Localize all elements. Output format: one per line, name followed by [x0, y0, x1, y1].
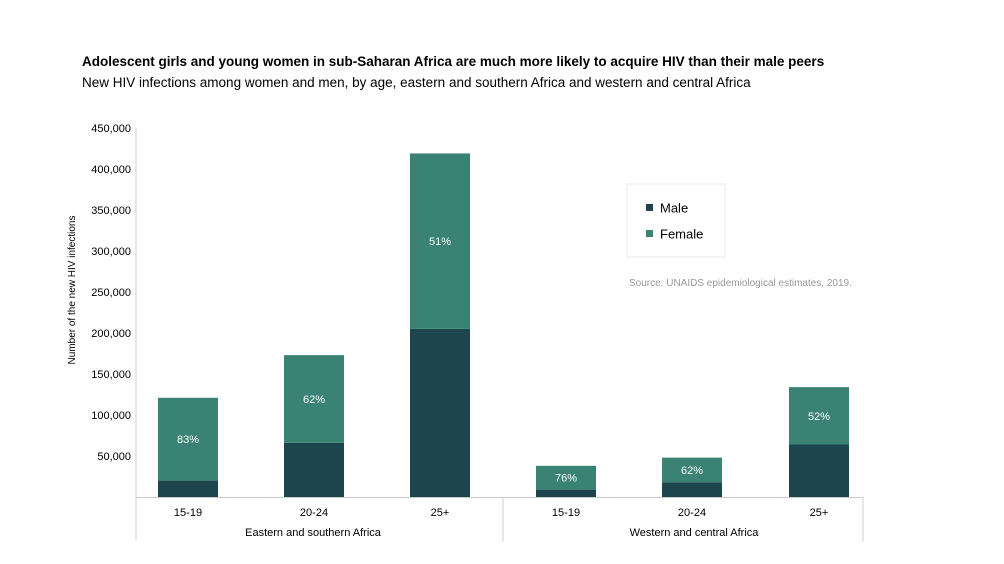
chart-title: Adolescent girls and young women in sub-…: [82, 54, 825, 69]
data-label: 62%: [303, 394, 325, 406]
y-tick-label: 100,000: [91, 410, 131, 422]
legend-swatch-female: [646, 230, 653, 237]
y-tick-label: 250,000: [91, 287, 131, 299]
data-label: 83%: [177, 434, 199, 446]
x-tick-label: 25+: [431, 507, 450, 519]
y-tick-label: 200,000: [91, 328, 131, 340]
bar-female: [158, 397, 218, 481]
y-tick-label: 400,000: [91, 164, 131, 176]
bar-female: [284, 355, 344, 443]
x-tick-label: 25+: [810, 507, 829, 519]
x-tick-label: 20-24: [678, 507, 706, 519]
bar-male: [410, 328, 470, 497]
x-tick-label: 15-19: [552, 507, 580, 519]
chart-subtitle: New HIV infections among women and men, …: [82, 75, 751, 90]
x-tick-label: 15-19: [174, 507, 202, 519]
bar-male: [158, 480, 218, 497]
y-tick-label: 50,000: [97, 451, 131, 463]
bar-male: [536, 489, 596, 497]
y-tick-label: 350,000: [91, 205, 131, 217]
bar-male: [662, 482, 722, 497]
bar-female: [410, 153, 470, 329]
group-label: Western and central Africa: [630, 527, 760, 539]
y-tick-label: 450,000: [91, 123, 131, 135]
legend-swatch-male: [646, 204, 653, 211]
y-axis-title: Number of the new HIV infections: [67, 216, 78, 365]
legend: Male Female: [626, 183, 726, 258]
source-note: Source: UNAIDS epidemiological estimates…: [629, 278, 852, 289]
bar-female: [789, 387, 849, 445]
bar-male: [789, 444, 849, 497]
legend-label-female: Female: [660, 227, 703, 242]
y-tick-label: 300,000: [91, 246, 131, 258]
bar-female: [662, 457, 722, 483]
data-label: 62%: [681, 465, 703, 477]
data-label: 76%: [555, 473, 577, 485]
y-tick-label: 150,000: [91, 369, 131, 381]
bar-female: [536, 465, 596, 490]
bar-male: [284, 442, 344, 497]
legend-label-male: Male: [660, 201, 688, 216]
data-label: 51%: [429, 236, 451, 248]
data-label: 52%: [808, 411, 830, 423]
group-label: Eastern and southern Africa: [245, 527, 382, 539]
x-tick-label: 20-24: [300, 507, 328, 519]
